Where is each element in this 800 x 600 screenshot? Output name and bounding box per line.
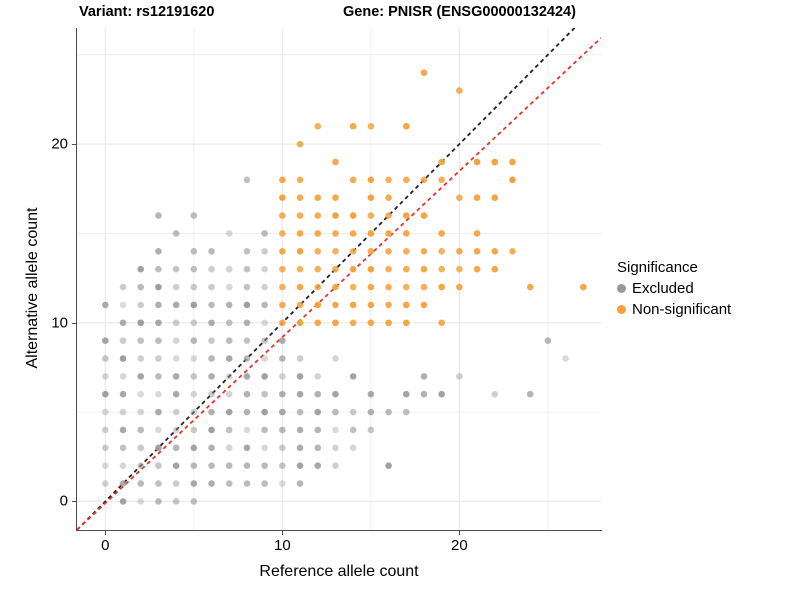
y-axis-line [76,28,77,531]
variant-title: Variant: rs12191620 [79,4,215,20]
gene-title: Gene: PNISR (ENSG00000132424) [343,4,576,20]
legend-title: Significance [617,259,698,276]
x-tick-mark [282,531,284,535]
legend-item-label: Excluded [632,280,694,297]
legend-item-non-significant[interactable]: Non-significant [617,299,797,320]
y-tick-label: 0 [59,492,68,510]
y-tick-mark [72,322,76,324]
x-tick-label: 0 [101,537,110,554]
legend-item-label: Non-significant [632,301,732,318]
legend: Significance Excluded Non-significant [617,259,797,320]
x-axis-title: Reference allele count [259,563,419,580]
y-tick-mark [72,144,76,146]
x-tick-mark [105,531,107,535]
legend-swatch-icon [617,305,626,314]
legend-items: Excluded Non-significant [617,278,797,320]
y-tick-label: 10 [51,314,68,332]
legend-item-excluded[interactable]: Excluded [617,278,797,299]
x-axis-line [76,530,602,531]
plot-panel [77,28,601,530]
x-tick-label: 10 [274,537,291,554]
y-axis-ticks: 0 10 20 [0,0,76,600]
x-tick-mark [459,531,461,535]
y-tick-mark [72,501,76,503]
y-tick-label: 20 [51,135,68,153]
x-tick-label: 20 [451,537,468,554]
legend-swatch-icon [617,284,626,293]
y-axis-title: Alternative allele count [24,207,41,369]
scatter-plot-svg [77,28,601,530]
